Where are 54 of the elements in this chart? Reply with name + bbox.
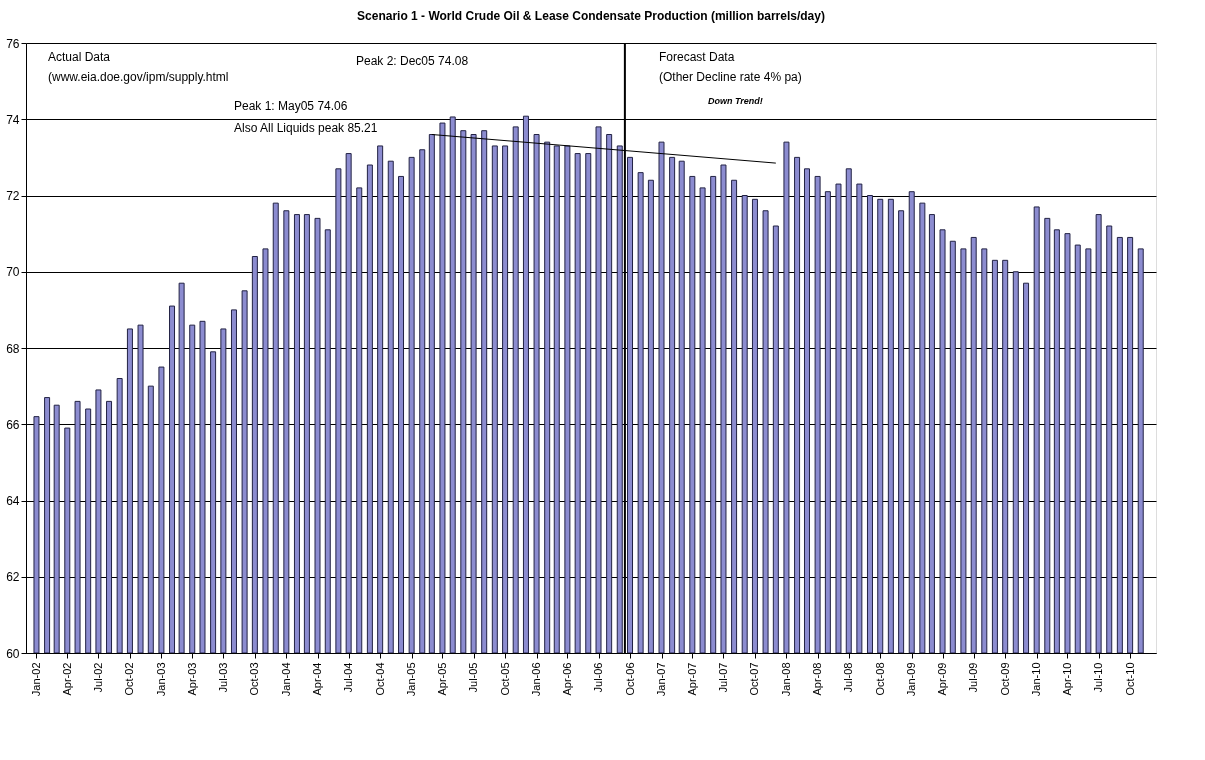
x-tick-label: Jul-10 [1092,662,1105,693]
x-tick-label: Oct-07 [748,662,761,696]
x-tick-label: Apr-04 [311,662,323,696]
x-tick-label: Jan-03 [154,662,167,697]
annotation: Forecast Data [659,50,735,64]
x-tick-label: Jan-09 [905,662,918,697]
x-tick-label: Jul-02 [91,662,104,693]
y-tick-label: 62 [6,570,20,585]
x-tick-label: Jan-10 [1030,662,1043,697]
x-tick-label: Apr-08 [811,662,824,696]
x-tick-label: Jan-04 [279,662,292,697]
x-tick-label: Jul-08 [842,662,855,693]
x-tick-label: Oct-03 [248,662,261,696]
x-tick-label: Jan-05 [405,662,418,697]
y-tick-label: 60 [6,646,20,661]
x-tick-label: Oct-05 [498,662,511,696]
x-tick-label: Jul-04 [342,662,355,693]
chart-title: Scenario 1 - World Crude Oil & Lease Condensate Production (million barrels/day) [357,9,825,23]
x-tick-label: Oct-02 [123,662,136,696]
annotation: Down Trend! [708,96,763,106]
x-tick-label: Apr-02 [60,662,73,696]
y-tick-label: 76 [6,36,20,51]
x-tick-label: Apr-07 [685,662,698,696]
x-tick-label: Jul-03 [216,662,229,693]
y-tick-label: 68 [6,341,20,356]
x-tick-label: Jan-08 [779,662,792,697]
x-tick-label: Jan-02 [29,662,42,697]
x-tick-label: Oct-10 [1123,662,1136,696]
annotation: (www.eia.doe.gov/ipm/supply.html [48,70,229,84]
x-tick-label: Jul-06 [592,662,605,693]
x-tick-label: Apr-09 [936,662,949,696]
x-tick-label: Jul-09 [967,662,980,693]
y-tick-label: 74 [6,112,20,127]
x-tick-label: Oct-08 [873,662,886,696]
x-tick-label: Jul-05 [467,662,480,693]
annotation: Peak 1: May05 74.06 [234,99,348,113]
x-tick-label: Oct-04 [373,662,386,696]
x-tick-label: Oct-06 [623,662,636,696]
y-tick-label: 64 [6,494,20,508]
x-tick-label: Apr-05 [435,662,448,696]
x-tick-label: Apr-10 [1060,662,1073,696]
y-tick-label: 72 [6,189,20,203]
x-tick-label: Apr-06 [560,662,573,696]
annotation: Also All Liquids peak 85.21 [234,121,378,135]
annotation: (Other Decline rate 4% pa) [659,70,802,84]
annotation: Peak 2: Dec05 74.08 [356,54,469,68]
x-tick-label: Oct-09 [998,662,1011,696]
y-tick-label: 66 [6,417,20,432]
y-tick-label: 70 [6,265,20,280]
x-tick-label: Apr-03 [185,662,198,696]
x-tick-label: Jul-07 [716,662,729,693]
annotation: Actual Data [48,50,111,64]
x-tick-label: Jan-07 [655,662,668,697]
x-tick-label: Jan-06 [530,662,543,697]
